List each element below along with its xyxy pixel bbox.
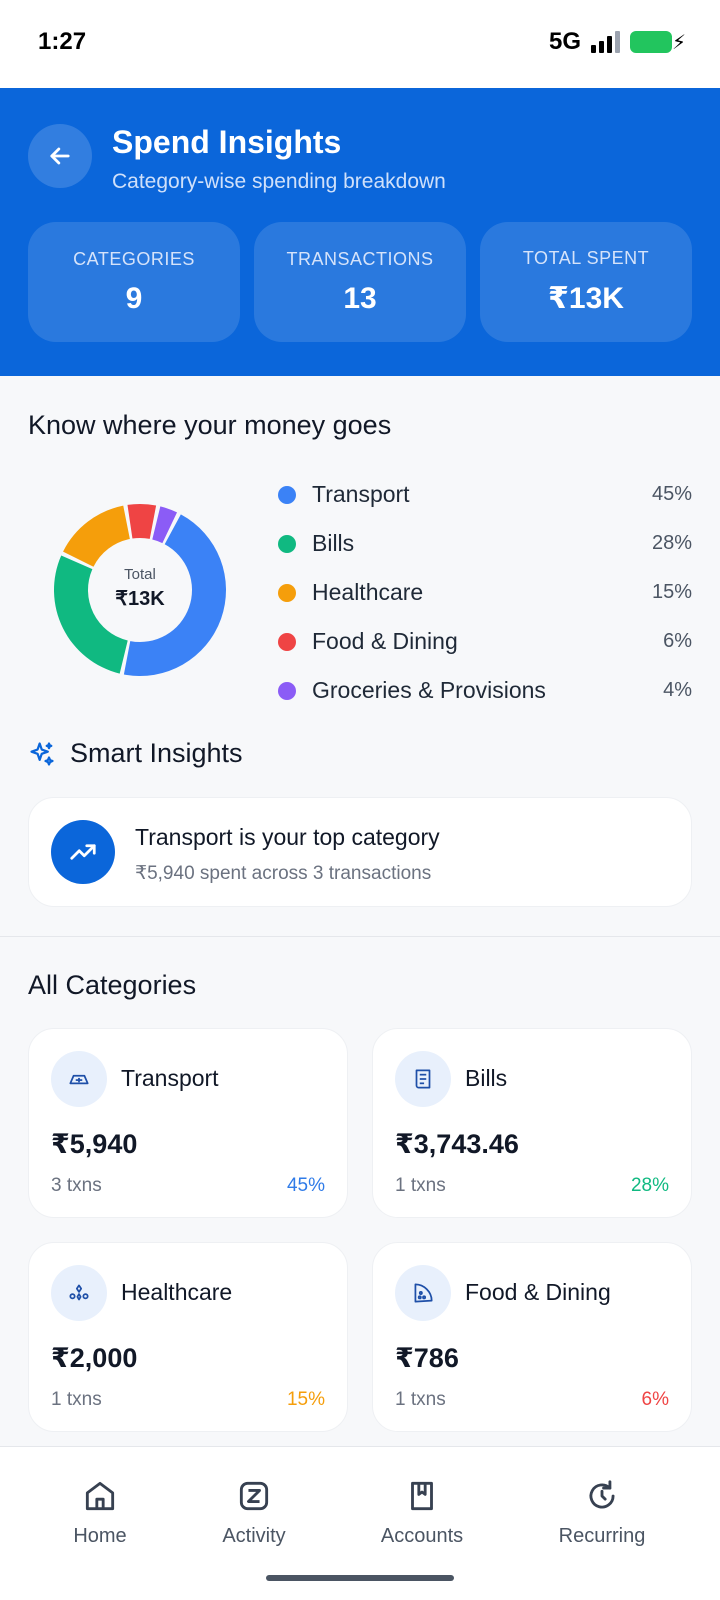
transport-icon	[51, 1051, 107, 1107]
stats-row: CATEGORIES 9 TRANSACTIONS 13 TOTAL SPENT…	[28, 222, 692, 342]
breakdown-title: Know where your money goes	[28, 410, 392, 440]
stat-card-categories: CATEGORIES 9	[28, 222, 240, 342]
insight-title: Transport is your top category	[135, 824, 440, 850]
legend-item-healthcare: Healthcare 15%	[278, 568, 692, 617]
legend-item-groceries: Groceries & Provisions 4%	[278, 666, 692, 715]
arrow-left-icon	[50, 147, 70, 165]
page-title: Spend Insights	[112, 124, 342, 160]
category-txn-count: 3 txns	[51, 1175, 102, 1196]
category-txn-count: 1 txns	[395, 1175, 446, 1196]
legend-dot	[278, 534, 296, 553]
category-name: Bills	[465, 1065, 508, 1091]
category-percent: 6%	[641, 1389, 669, 1410]
header: Spend Insights Category-wise spending br…	[0, 88, 720, 376]
legend-label: Food & Dining	[312, 628, 458, 654]
smart-insights-title: Smart Insights	[70, 738, 243, 768]
category-card-food-dining[interactable]: Food & Dining ₹786 1 txns 6%	[372, 1242, 692, 1432]
nav-label: Activity	[222, 1525, 286, 1547]
legend-dot	[278, 632, 296, 651]
donut-segment-transport	[123, 514, 227, 676]
category-amount: ₹5,940	[51, 1129, 138, 1159]
section-divider	[0, 936, 720, 937]
category-name: Healthcare	[121, 1279, 233, 1305]
category-amount: ₹786	[395, 1343, 459, 1373]
legend-percent: 28%	[651, 532, 692, 554]
insight-subtitle: ₹5,940 spent across 3 transactions	[135, 863, 432, 884]
spending-donut-chart: Total ₹13K	[53, 504, 227, 676]
stat-label: CATEGORIES	[73, 248, 195, 269]
legend-label: Transport	[312, 481, 410, 507]
insight-card[interactable]: Transport is your top category ₹5,940 sp…	[28, 797, 692, 907]
sparkles-icon	[30, 741, 54, 766]
donut-center-value: ₹13K	[115, 588, 165, 610]
category-txn-count: 1 txns	[395, 1389, 446, 1410]
chart-legend: Transport 45% Bills 28% Healthcare 15% F…	[278, 470, 692, 715]
category-card-healthcare[interactable]: Healthcare ₹2,000 1 txns 15%	[28, 1242, 348, 1432]
battery-icon: ⚡	[630, 31, 686, 54]
category-card-transport[interactable]: Transport ₹5,940 3 txns 45%	[28, 1028, 348, 1218]
nav-label: Accounts	[380, 1525, 464, 1547]
nav-label: Home	[73, 1525, 127, 1547]
nav-item-recurring[interactable]: Recurring	[546, 1477, 658, 1548]
legend-item-bills: Bills 28%	[278, 519, 692, 568]
nav-label: Recurring	[558, 1525, 646, 1547]
recurring-icon	[589, 1480, 615, 1509]
legend-percent: 45%	[651, 483, 692, 505]
legend-item-transport: Transport 45%	[278, 470, 692, 519]
category-amount: ₹2,000	[51, 1343, 138, 1373]
signal-icon	[591, 31, 620, 53]
stat-value: 13	[343, 281, 377, 315]
legend-label: Groceries & Provisions	[312, 677, 546, 703]
legend-dot	[278, 485, 296, 504]
donut-segment-bills	[53, 555, 128, 674]
category-percent: 28%	[630, 1175, 669, 1196]
home-icon	[85, 1481, 115, 1511]
legend-item-food-dining: Food & Dining 6%	[278, 617, 692, 666]
status-bar: 1:27 5G ⚡	[0, 0, 720, 88]
all-categories-title: All Categories	[28, 970, 197, 1000]
donut-center-label: Total	[124, 566, 156, 583]
category-name: Food & Dining	[465, 1279, 611, 1305]
category-amount: ₹3,743.46	[395, 1129, 519, 1159]
accounts-icon	[411, 1481, 433, 1511]
healthcare-icon	[51, 1265, 107, 1321]
smart-insights-header: Smart Insights	[28, 738, 243, 769]
category-percent: 15%	[286, 1389, 325, 1410]
stat-value: 9	[125, 281, 143, 315]
category-card-bills[interactable]: Bills ₹3,743.46 1 txns 28%	[372, 1028, 692, 1218]
legend-label: Healthcare	[312, 579, 424, 605]
bill-icon	[395, 1051, 451, 1107]
stat-label: TOTAL SPENT	[522, 248, 650, 268]
category-txn-count: 1 txns	[51, 1389, 102, 1410]
network-label: 5G	[548, 28, 581, 55]
back-button[interactable]	[28, 124, 92, 188]
donut-segment-food-dining	[127, 504, 157, 539]
stat-value: ₹13K	[548, 282, 624, 315]
legend-label: Bills	[312, 530, 355, 556]
legend-percent: 15%	[651, 581, 692, 603]
home-indicator	[266, 1575, 454, 1581]
stat-card-transactions: TRANSACTIONS 13	[254, 222, 466, 342]
activity-icon	[239, 1481, 269, 1511]
bottom-nav: Home Activity Accounts Recurring	[0, 1446, 720, 1600]
category-name: Transport	[121, 1065, 219, 1091]
status-indicators: 5G ⚡	[548, 28, 686, 56]
category-percent: 45%	[286, 1175, 325, 1196]
legend-dot	[278, 681, 296, 700]
trending-up-icon	[51, 820, 115, 884]
nav-item-accounts[interactable]: Accounts	[366, 1477, 478, 1548]
nav-item-home[interactable]: Home	[62, 1477, 138, 1548]
legend-percent: 6%	[663, 630, 692, 652]
stat-label: TRANSACTIONS	[286, 248, 434, 269]
food-icon	[395, 1265, 451, 1321]
status-time: 1:27	[38, 28, 87, 55]
legend-dot	[278, 583, 296, 602]
donut-segment-healthcare	[63, 505, 130, 567]
stat-card-total-spent: TOTAL SPENT ₹13K	[480, 222, 692, 342]
nav-item-activity[interactable]: Activity	[206, 1477, 302, 1548]
legend-percent: 4%	[663, 679, 692, 701]
page-subtitle: Category-wise spending breakdown	[112, 170, 446, 193]
donut-segment-groceries-provisions	[152, 506, 178, 544]
